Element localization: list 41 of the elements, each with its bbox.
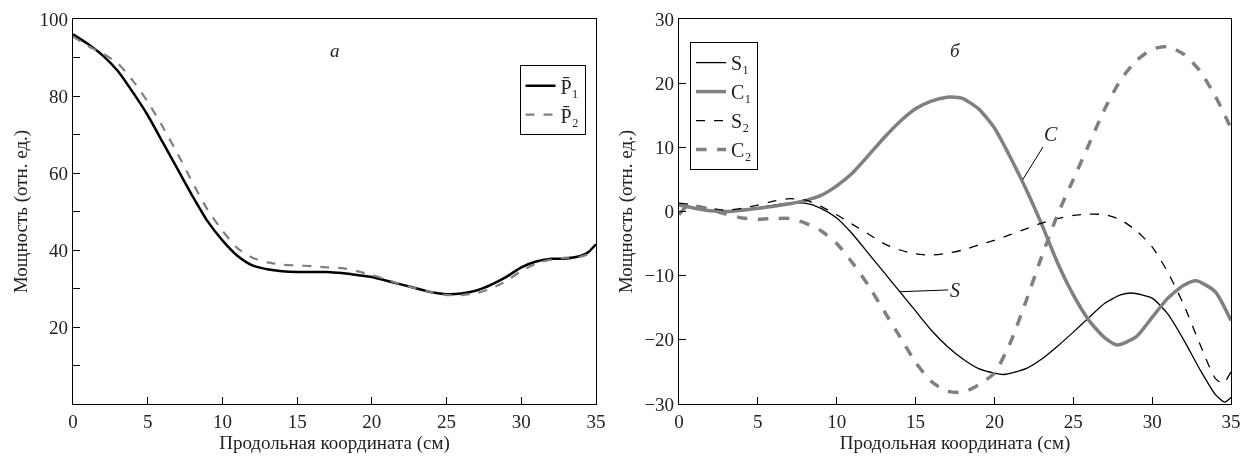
x-tick-label: 15 (287, 410, 307, 432)
x-tick-label: 5 (753, 410, 763, 432)
x-tick-label: 20 (984, 410, 1004, 432)
x-tick-label: 25 (437, 410, 457, 432)
x-tick-label: 5 (142, 410, 153, 432)
text: а (330, 40, 340, 61)
y-tick-label: −10 (644, 265, 675, 287)
x-axis-title: Продольная координата (см) (219, 431, 450, 454)
annotation: S (950, 279, 960, 301)
y-tick-label: 10 (655, 136, 675, 158)
x-tick-label: 15 (906, 410, 926, 432)
y-tick-label: 30 (655, 8, 675, 30)
legend-label: S₂ (731, 110, 750, 133)
y-tick-label: −30 (644, 393, 675, 415)
y-axis-title: Мощность (отн. ед.) (615, 129, 638, 294)
x-axis-title: Продольная координата (см) (839, 431, 1071, 454)
x-tick-label: 20 (362, 410, 382, 432)
y-tick-label: 60 (49, 162, 69, 184)
legend-label: P̄₁ (560, 75, 579, 98)
text: б (950, 40, 961, 61)
x-tick-label: 35 (586, 410, 606, 432)
y-tick-label: −20 (644, 329, 675, 351)
y-tick-label: 20 (49, 316, 69, 338)
y-tick-label: 0 (664, 201, 675, 223)
legend-label: S₁ (731, 52, 750, 75)
x-tick-label: 25 (1063, 410, 1083, 432)
x-tick-label: 10 (827, 410, 847, 432)
x-tick-label: 30 (511, 410, 531, 432)
x-tick-label: 35 (1221, 410, 1241, 432)
line-series (679, 44, 1231, 395)
y-tick-label: 40 (49, 239, 69, 261)
legend-label: C₂ (731, 139, 752, 162)
x-tick-label: 10 (212, 410, 232, 432)
x-tick-label: 30 (1142, 410, 1162, 432)
y-axis-title: Мощность (отн. ед.) (10, 129, 33, 294)
legend-label: C₁ (731, 81, 752, 104)
y-tick-label: 80 (49, 85, 69, 107)
annotation: C (1044, 123, 1058, 145)
y-tick-label: 20 (655, 72, 675, 94)
legend-label: P̄₂ (560, 104, 579, 127)
y-tick-label: 100 (39, 8, 69, 30)
